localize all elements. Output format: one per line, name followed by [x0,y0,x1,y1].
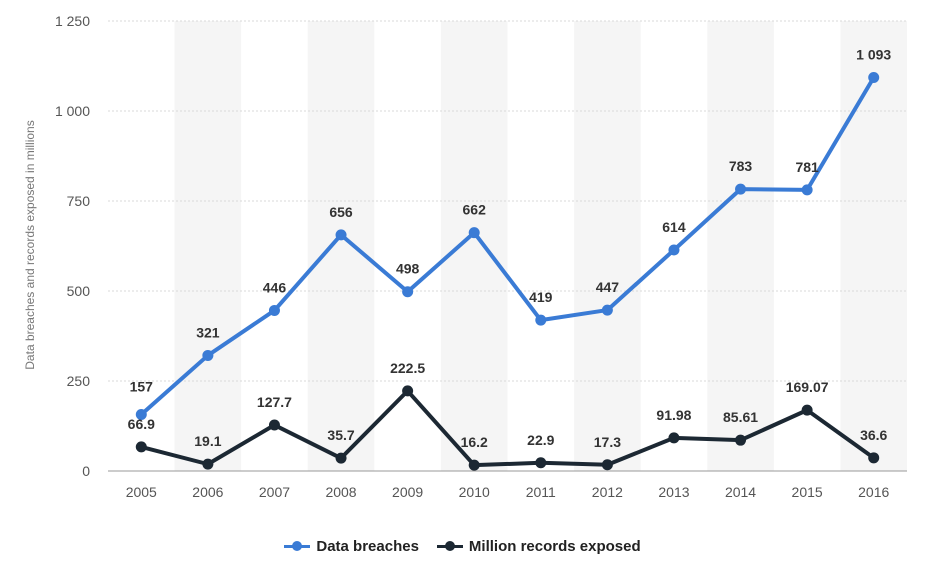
data-label: 19.1 [194,433,221,449]
data-point[interactable] [535,457,547,469]
x-tick-label: 2014 [725,484,756,500]
data-label: 781 [795,159,819,175]
data-point[interactable] [868,72,880,84]
data-label: 1 093 [856,47,891,63]
data-point[interactable] [402,385,414,397]
data-label: 783 [729,158,753,174]
data-label: 35.7 [327,427,354,443]
legend-marker-data-breaches [284,539,311,553]
data-point[interactable] [402,286,414,298]
data-label: 222.5 [390,360,425,376]
band-2014 [707,21,774,471]
data-point[interactable] [268,419,280,431]
band-2012 [574,21,641,471]
data-point[interactable] [668,432,680,444]
data-point[interactable] [468,459,480,471]
data-point[interactable] [601,304,613,316]
y-tick-label: 500 [67,283,91,299]
data-point[interactable] [668,244,680,256]
data-label: 447 [596,279,620,295]
x-tick-label: 2006 [192,484,223,500]
legend-label-million-records: Million records exposed [468,537,641,555]
x-tick-label: 2007 [259,484,290,500]
y-tick-label: 1 000 [55,103,90,119]
y-tick-label: 0 [82,463,90,479]
data-point[interactable] [468,227,480,239]
data-label: 662 [463,202,487,218]
x-tick-label: 2008 [325,484,356,500]
data-label: 85.61 [723,409,758,425]
data-point[interactable] [601,459,613,471]
data-point[interactable] [801,184,813,196]
data-label: 91.98 [656,407,691,423]
data-point[interactable] [535,314,547,326]
data-label: 419 [529,289,553,305]
y-axis-ticks: 0 250 500 750 1 000 1 250 [55,13,90,479]
x-tick-label: 2016 [858,484,889,500]
series-line-1 [139,388,876,468]
data-point[interactable] [268,304,280,316]
band-2008 [307,21,375,471]
x-tick-label: 2009 [392,484,423,500]
legend: Data breaches Million records exposed [0,528,925,564]
data-label: 656 [329,204,353,220]
x-tick-label: 2013 [658,484,689,500]
x-tick-label: 2005 [126,484,157,500]
data-point[interactable] [335,452,347,464]
data-point[interactable] [735,183,747,195]
alternating-year-bands [174,21,907,471]
data-label: 36.6 [860,427,887,443]
y-tick-label: 250 [67,373,91,389]
data-point[interactable] [135,441,147,453]
gridlines [108,20,907,472]
x-tick-label: 2010 [459,484,490,500]
band-2006 [174,21,242,471]
legend-item-data-breaches[interactable]: Data breaches [284,538,419,555]
data-labels: 157 321 446 656 498 662 419 447 614 783 781 1 093 66… [128,47,892,451]
y-tick-label: 750 [67,193,91,209]
series-line-0 [139,75,876,417]
data-point[interactable] [868,452,880,464]
legend-marker-million-records [436,539,463,553]
data-point[interactable] [735,434,747,446]
data-point[interactable] [202,349,214,361]
data-label: 157 [130,378,154,394]
data-label: 127.7 [257,394,292,410]
x-tick-label: 2012 [592,484,623,500]
y-axis-label: Data breaches and records exposed in mil… [23,120,37,369]
data-label: 22.9 [527,432,554,448]
data-point[interactable] [335,229,347,241]
data-label: 321 [196,324,220,340]
data-point[interactable] [801,404,813,416]
series-group [135,72,880,471]
data-label: 66.9 [128,416,155,432]
y-tick-label: 1 250 [55,13,90,29]
band-2010 [440,21,508,471]
data-label: 446 [263,279,287,295]
legend-item-million-records[interactable]: Million records exposed [436,537,641,555]
data-label: 169.07 [786,379,829,395]
x-axis-ticks: 2005 2006 2007 2008 2009 2010 2011 2012 2013 2014… [126,484,890,500]
legend-label-data-breaches: Data breaches [316,537,419,555]
x-tick-label: 2015 [792,484,823,500]
data-label: 614 [662,219,686,235]
data-label: 16.2 [461,434,488,450]
x-tick-label: 2011 [526,484,556,500]
band-2016 [840,21,907,471]
data-label: 17.3 [594,434,621,450]
data-point[interactable] [202,458,214,470]
data-label: 498 [396,261,420,277]
data-point[interactable] [135,408,147,420]
